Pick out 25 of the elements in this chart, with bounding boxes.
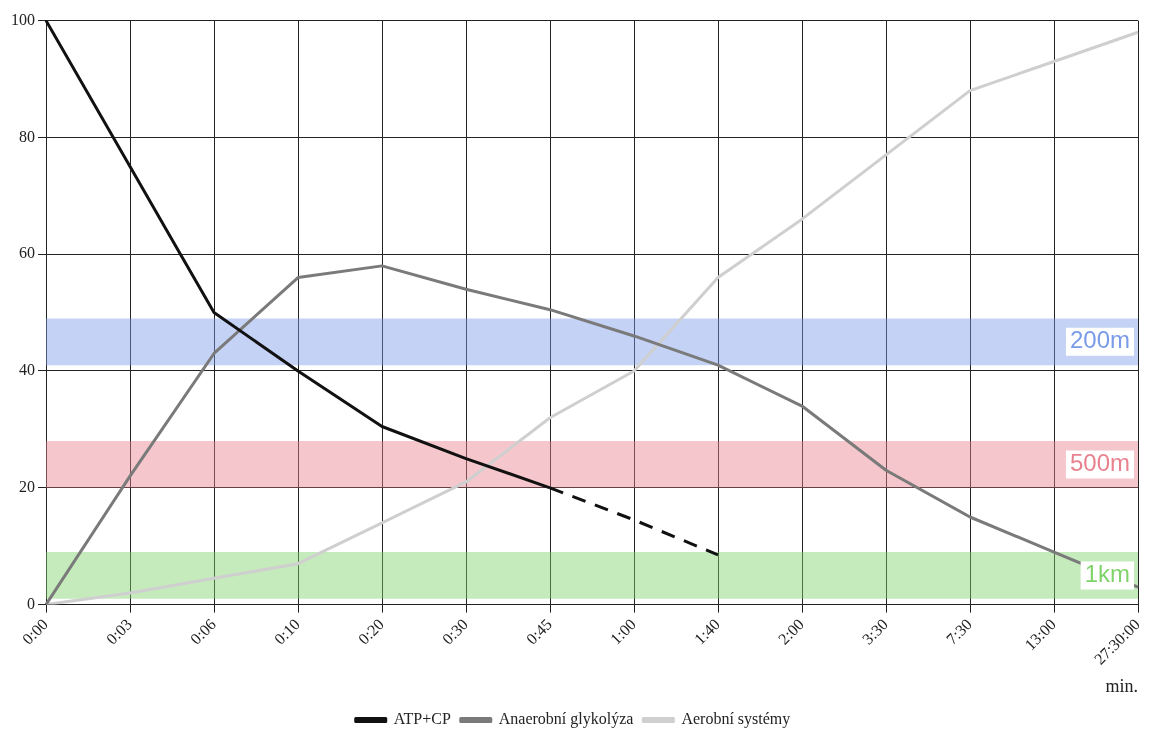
- x-tick-label: 1:00: [606, 615, 640, 648]
- x-axis-title: min.: [1105, 675, 1138, 696]
- x-tick-label: 0:30: [438, 615, 472, 648]
- x-tick-label: 0:45: [522, 615, 556, 648]
- x-tick-label: 7:30: [942, 615, 976, 648]
- y-tick-label: 80: [19, 127, 35, 145]
- x-tick-label: 0:20: [354, 615, 388, 648]
- legend-label: Anaerobní glykolýza: [498, 710, 634, 729]
- legend-label: ATP+CP: [393, 710, 451, 728]
- y-tick-label: 40: [19, 361, 35, 379]
- x-tick-label: 0:10: [270, 615, 304, 648]
- x-tick-label: 0:06: [186, 615, 220, 648]
- y-tick-label: 0: [27, 594, 35, 612]
- x-tick-label: 0:00: [18, 615, 52, 648]
- band-label: 500m: [1069, 449, 1130, 477]
- x-tick-label: 0:03: [102, 615, 136, 648]
- x-tick-label: 1:40: [690, 615, 724, 648]
- y-tick-label: 100: [11, 10, 35, 28]
- y-tick-label: 60: [19, 244, 35, 262]
- x-tick-label: 2:00: [774, 615, 808, 648]
- y-tick-label: 20: [19, 478, 35, 495]
- legend-label: Aerobní systémy: [681, 710, 791, 729]
- band-label: 200m: [1069, 326, 1130, 354]
- band-label: 1km: [1084, 560, 1130, 588]
- x-tick-label: 3:30: [858, 615, 892, 648]
